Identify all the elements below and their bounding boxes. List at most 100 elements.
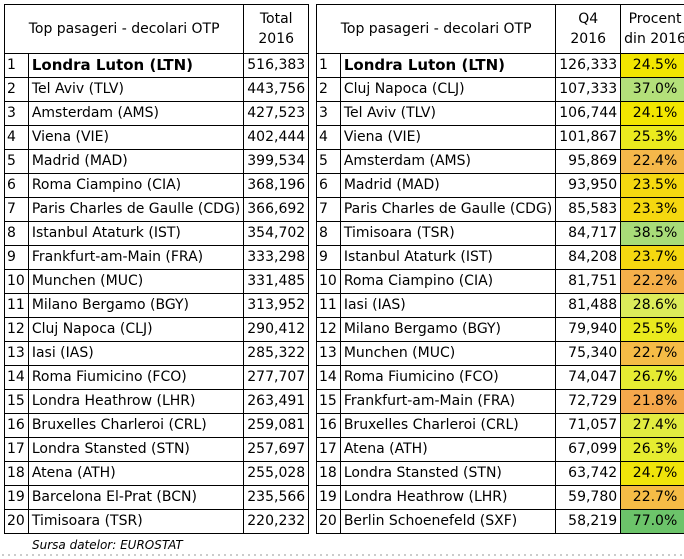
table-row: 16 Bruxelles Charleroi (CRL) 71,057 27.4% — [316, 413, 684, 438]
rank-cell: 4 — [4, 125, 29, 150]
q4-passengers-cell: 58,219 — [555, 509, 622, 534]
rank-cell: 7 — [316, 197, 341, 222]
rank-cell: 16 — [4, 413, 29, 438]
percent-cell: 26.3% — [620, 437, 684, 462]
percent-cell: 27.4% — [620, 413, 684, 438]
table-row: 7 Paris Charles de Gaulle (CDG) 85,583 23.3… — [316, 197, 684, 222]
q4-passengers-cell: 59,780 — [555, 485, 622, 510]
destination-cell: Viena (VIE) — [339, 125, 557, 150]
rank-cell: 17 — [316, 437, 341, 462]
table-row: 12 Milano Bergamo (BGY) 79,940 25.5% — [316, 317, 684, 342]
percent-cell: 28.6% — [620, 293, 684, 318]
destination-cell: Londra Stansted (STN) — [27, 437, 245, 462]
table-row: 4 Viena (VIE) 402,444 — [4, 125, 310, 150]
total-passengers-cell: 235,566 — [243, 485, 310, 510]
rank-cell: 8 — [316, 221, 341, 246]
destination-cell: Timisoara (TSR) — [339, 221, 557, 246]
table-row: 3 Amsterdam (AMS) 427,523 — [4, 101, 310, 126]
q4-passengers-cell: 81,751 — [555, 269, 622, 294]
total-passengers-cell: 259,081 — [243, 413, 310, 438]
destination-cell: Roma Fiumicino (FCO) — [339, 365, 557, 390]
table-row: 18 Londra Stansted (STN) 63,742 24.7% — [316, 461, 684, 486]
q4-passengers-cell: 75,340 — [555, 341, 622, 366]
table-row: 16 Bruxelles Charleroi (CRL) 259,081 — [4, 413, 310, 438]
q4-passengers-cell: 85,583 — [555, 197, 622, 222]
destination-cell: Londra Stansted (STN) — [339, 461, 557, 486]
rank-cell: 1 — [316, 53, 341, 78]
q4-passengers-cell: 81,488 — [555, 293, 622, 318]
column-header-destination: Top pasageri - decolari OTP — [3, 4, 245, 54]
total-passengers-cell: 220,232 — [243, 509, 310, 534]
total-passengers-cell: 257,697 — [243, 437, 310, 462]
q4-passengers-cell: 72,729 — [555, 389, 622, 414]
destination-cell: Paris Charles de Gaulle (CDG) — [27, 197, 245, 222]
destination-cell: Amsterdam (AMS) — [27, 101, 245, 126]
q4-passengers-cell: 67,099 — [555, 437, 622, 462]
percent-cell: 24.1% — [620, 101, 684, 126]
destination-cell: Munchen (MUC) — [339, 341, 557, 366]
rank-cell: 17 — [4, 437, 29, 462]
data-source-note: Sursa datelor: EUROSTAT — [32, 538, 183, 552]
destination-cell: Londra Heathrow (LHR) — [339, 485, 557, 510]
percent-cell: 22.7% — [620, 341, 684, 366]
column-header-total-2016: Total 2016 — [243, 4, 310, 54]
rank-cell: 15 — [4, 389, 29, 414]
destination-cell: Iasi (IAS) — [27, 341, 245, 366]
header-pct-line1: Procent — [628, 11, 682, 27]
table-row: 9 Frankfurt-am-Main (FRA) 333,298 — [4, 245, 310, 270]
rank-cell: 6 — [316, 173, 341, 198]
rank-cell: 11 — [4, 293, 29, 318]
q4-passengers-cell: 101,867 — [555, 125, 622, 150]
destination-cell: Istanbul Ataturk (IST) — [27, 221, 245, 246]
destination-cell: Timisoara (TSR) — [27, 509, 245, 534]
destination-cell: Viena (VIE) — [27, 125, 245, 150]
rank-cell: 3 — [4, 101, 29, 126]
rank-cell: 20 — [316, 509, 341, 534]
total-passengers-cell: 263,491 — [243, 389, 310, 414]
destination-cell: Londra Luton (LTN) — [27, 53, 245, 78]
header-total-line1: Total — [259, 11, 293, 27]
destination-cell: Frankfurt-am-Main (FRA) — [339, 389, 557, 414]
rank-cell: 5 — [4, 149, 29, 174]
table-row: 2 Tel Aviv (TLV) 443,756 — [4, 77, 310, 102]
q4-passengers-cell: 63,742 — [555, 461, 622, 486]
destination-cell: Tel Aviv (TLV) — [339, 101, 557, 126]
destination-cell: Berlin Schoenefeld (SXF) — [339, 509, 557, 534]
table-row: 10 Roma Ciampino (CIA) 81,751 22.2% — [316, 269, 684, 294]
q4-passengers-cell: 93,950 — [555, 173, 622, 198]
q4-passengers-cell: 95,869 — [555, 149, 622, 174]
destination-cell: Paris Charles de Gaulle (CDG) — [339, 197, 557, 222]
table-row: 6 Roma Ciampino (CIA) 368,196 — [4, 173, 310, 198]
percent-cell: 22.2% — [620, 269, 684, 294]
table-row: 7 Paris Charles de Gaulle (CDG) 366,692 — [4, 197, 310, 222]
destination-cell: Amsterdam (AMS) — [339, 149, 557, 174]
header-q4-line1: Q4 — [578, 11, 599, 27]
percent-cell: 22.7% — [620, 485, 684, 510]
rank-cell: 8 — [4, 221, 29, 246]
percent-cell: 22.4% — [620, 149, 684, 174]
rank-cell: 4 — [316, 125, 341, 150]
percent-cell: 38.5% — [620, 221, 684, 246]
rank-cell: 7 — [4, 197, 29, 222]
table-row: 12 Cluj Napoca (CLJ) 290,412 — [4, 317, 310, 342]
rank-cell: 6 — [4, 173, 29, 198]
table-header-row: Top pasageri - decolari OTP Total 2016 — [3, 4, 310, 54]
total-passengers-cell: 399,534 — [243, 149, 310, 174]
rank-cell: 18 — [316, 461, 341, 486]
total-passengers-cell: 516,383 — [243, 53, 310, 78]
rank-cell: 10 — [316, 269, 341, 294]
destination-cell: Londra Luton (LTN) — [339, 53, 557, 78]
total-passengers-cell: 402,444 — [243, 125, 310, 150]
table-row: 18 Atena (ATH) 255,028 — [4, 461, 310, 486]
table-row: 20 Timisoara (TSR) 220,232 — [4, 509, 310, 534]
q4-passengers-cell: 79,940 — [555, 317, 622, 342]
top-passengers-total-table: Top pasageri - decolari OTP Total 2016 1… — [3, 4, 310, 534]
table-row: 19 Londra Heathrow (LHR) 59,780 22.7% — [316, 485, 684, 510]
destination-cell: Londra Heathrow (LHR) — [27, 389, 245, 414]
rank-cell: 12 — [316, 317, 341, 342]
dotted-divider — [0, 552, 684, 558]
destination-cell: Milano Bergamo (BGY) — [27, 293, 245, 318]
table-row: 10 Munchen (MUC) 331,485 — [4, 269, 310, 294]
total-passengers-cell: 354,702 — [243, 221, 310, 246]
q4-passengers-cell: 106,744 — [555, 101, 622, 126]
